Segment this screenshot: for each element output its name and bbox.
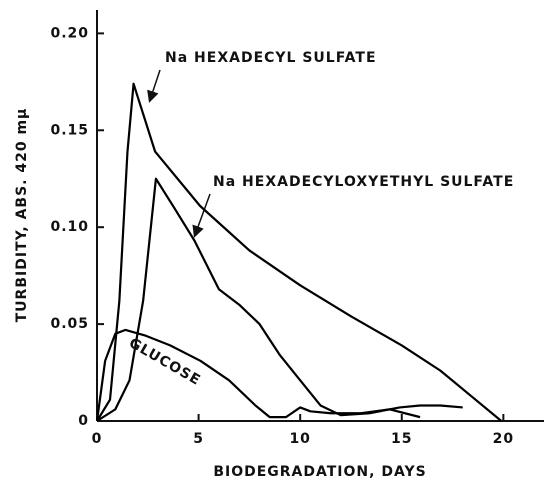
x-tick-label: 10: [289, 431, 310, 447]
x-axis-label: BIODEGRADATION, DAYS: [213, 464, 426, 480]
arrow: [192, 193, 211, 238]
series-line: [96, 82, 503, 422]
x-tick-label: 0: [92, 431, 103, 447]
x-tick-label: 20: [493, 431, 514, 447]
arrow: [147, 69, 161, 103]
y-axis-label: TURBIDITY, ABS. 420 mμ: [14, 108, 30, 323]
y-tick-label: 0: [78, 413, 89, 429]
series-label: Na HEXADECYLOXYETHYL SULFATE: [213, 174, 514, 190]
x-tick-label: 5: [193, 431, 204, 447]
series-line: [95, 328, 421, 422]
y-tick-label: 0.15: [50, 122, 89, 138]
series-line: [96, 177, 463, 422]
y-tick-label: 0.10: [50, 219, 89, 235]
x-tick-label: 15: [391, 431, 412, 447]
y-tick-label: 0.05: [50, 316, 89, 332]
y-tick-label: 0.20: [50, 25, 89, 41]
series-label: Na HEXADECYL SULFATE: [165, 50, 377, 66]
